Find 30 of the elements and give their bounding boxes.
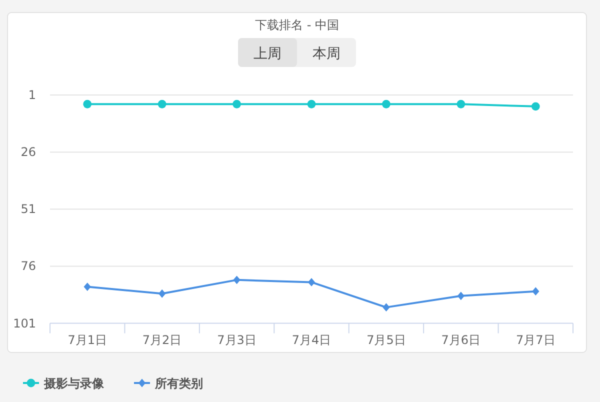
legend-label: 所有类别: [154, 376, 203, 390]
point: [532, 287, 540, 296]
point: [307, 100, 316, 108]
point: [158, 289, 166, 298]
x-tick-label: 7月3日: [217, 333, 256, 347]
chart-title: 下载排名 - 中国: [255, 18, 339, 32]
legend-label: 摄影与录像: [43, 376, 105, 390]
x-tick-label: 7月1日: [68, 333, 107, 347]
point: [83, 100, 92, 108]
point: [382, 100, 390, 108]
y-tick-label: 76: [20, 259, 36, 274]
toggle: 上周 本周: [238, 38, 356, 67]
y-tick-label: 26: [20, 145, 36, 160]
point: [457, 292, 465, 300]
y-tick-label: 51: [20, 202, 36, 216]
x-tick-label: 7月7日: [516, 333, 556, 347]
x-tick-label: 7月4日: [292, 333, 332, 347]
point: [158, 100, 166, 108]
point: [382, 303, 390, 312]
point: [232, 100, 241, 108]
point: [456, 100, 466, 108]
x-tick-label: 7月5日: [366, 333, 406, 347]
y-tick-label: 101: [13, 316, 36, 330]
y-tick-label: 1: [28, 88, 36, 102]
point: [84, 282, 91, 291]
x-tick-label: 7月2日: [142, 333, 182, 347]
point: [233, 276, 240, 284]
point: [531, 102, 540, 111]
point: [308, 278, 316, 286]
x-tick-label: 7月6日: [441, 333, 481, 347]
